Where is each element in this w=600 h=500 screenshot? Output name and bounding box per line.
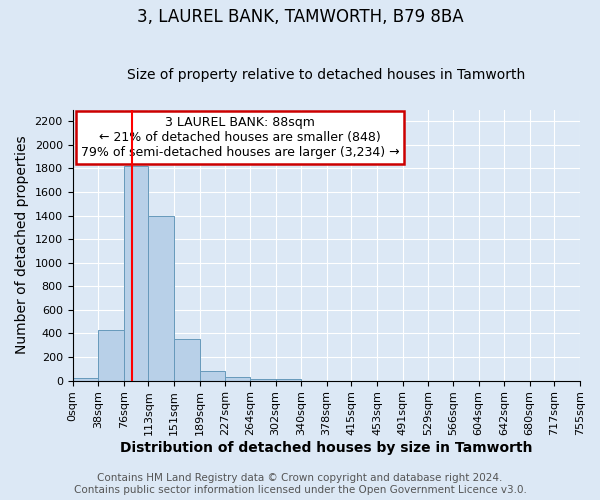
Text: 3, LAUREL BANK, TAMWORTH, B79 8BA: 3, LAUREL BANK, TAMWORTH, B79 8BA (137, 8, 463, 26)
Bar (98, 330, 124, 380)
Y-axis label: Number of detached properties: Number of detached properties (15, 136, 29, 354)
Title: Size of property relative to detached houses in Tamworth: Size of property relative to detached ho… (127, 68, 526, 82)
Bar (124, 166, 148, 380)
X-axis label: Distribution of detached houses by size in Tamworth: Distribution of detached houses by size … (120, 441, 533, 455)
Bar (200, 371, 225, 380)
Bar (225, 377, 250, 380)
Bar (73, 378, 98, 380)
Text: Contains HM Land Registry data © Crown copyright and database right 2024.
Contai: Contains HM Land Registry data © Crown c… (74, 474, 526, 495)
Text: 3 LAUREL BANK: 88sqm
← 21% of detached houses are smaller (848)
79% of semi-deta: 3 LAUREL BANK: 88sqm ← 21% of detached h… (80, 116, 400, 160)
Bar (275, 379, 301, 380)
Bar (250, 379, 275, 380)
Bar (148, 216, 174, 380)
Bar (174, 340, 200, 380)
